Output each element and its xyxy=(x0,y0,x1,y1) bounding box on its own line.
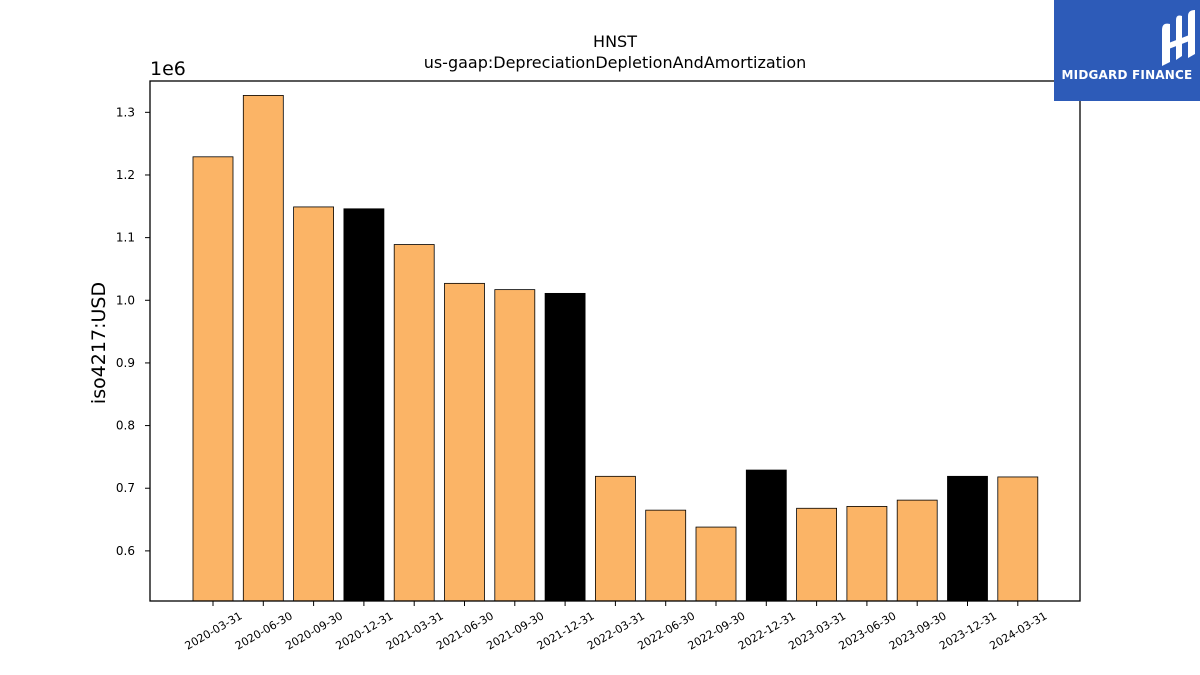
bar-2024-03-31 xyxy=(997,476,1039,602)
bar-2023-09-30 xyxy=(896,499,938,602)
y-tick-label: 1.1 xyxy=(116,231,135,245)
bar-2020-06-30 xyxy=(242,95,284,602)
bar-2022-03-31 xyxy=(595,475,636,602)
x-tick-label: 2024-03-31 xyxy=(987,609,1049,652)
bar-2021-12-31 xyxy=(544,292,586,602)
midgard-finance-logo: MIDGARD FINANCE xyxy=(1054,0,1200,101)
bar-2022-09-30 xyxy=(695,526,737,602)
y-tick-label: 0.7 xyxy=(116,481,135,495)
bar-2021-03-31 xyxy=(393,244,435,602)
bar-2023-03-31 xyxy=(796,507,837,602)
y-tick-label: 1.3 xyxy=(116,105,135,119)
y-tick-label: 0.9 xyxy=(116,356,135,370)
chart-subtitle: us-gaap:DepreciationDepletionAndAmortiza… xyxy=(424,53,807,72)
x-ticks-group: 2020-03-312020-06-302020-09-302020-12-31… xyxy=(183,601,1049,653)
plot-frame xyxy=(149,80,1081,602)
y-tick-label: 1.0 xyxy=(116,293,135,307)
y-tick-label: 0.8 xyxy=(116,419,135,433)
bar-2022-12-31 xyxy=(745,469,787,602)
y-tick-label: 1.2 xyxy=(116,168,135,182)
midgard-logo-icon xyxy=(1162,10,1195,67)
bar-2023-12-31 xyxy=(947,475,988,602)
bars-group xyxy=(192,95,1039,602)
y-ticks-group: 0.6 0.7 0.8 0.9 1.0 1.1 1.2 1.3 xyxy=(116,105,150,558)
bar-2022-06-30 xyxy=(645,509,687,602)
logo-text: MIDGARD FINANCE xyxy=(1061,68,1193,82)
bar-2021-06-30 xyxy=(444,282,485,602)
y-tick-label: 0.6 xyxy=(116,544,135,558)
y-axis-label: iso4217:USD xyxy=(88,282,110,404)
bar-2020-09-30 xyxy=(293,206,335,602)
bar-2020-03-31 xyxy=(192,156,234,602)
y-axis-scale-label: 1e6 xyxy=(150,58,186,80)
bar-2020-12-31 xyxy=(343,208,385,602)
chart-title: HNST xyxy=(593,32,637,51)
bar-2021-09-30 xyxy=(494,289,536,602)
bar-2023-06-30 xyxy=(846,505,888,602)
